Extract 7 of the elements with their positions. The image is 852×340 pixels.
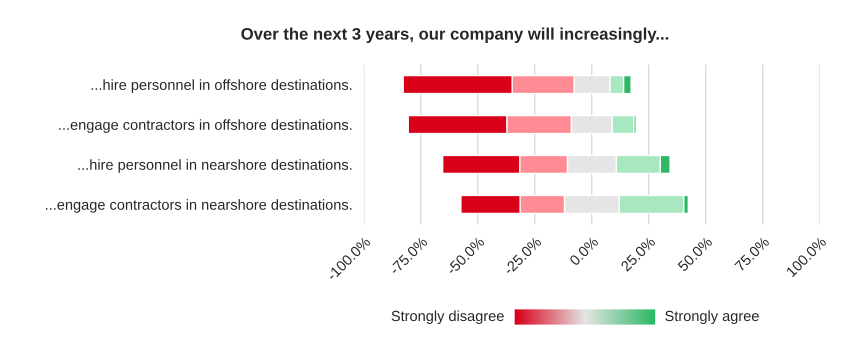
y-tick-label: ...hire personnel in offshore destinations. (92, 79, 352, 93)
y-tick-label: ...hire personnel in nearshore destinations. (78, 159, 352, 173)
y-tick-label: ...engage contractors in offshore destinations. (59, 119, 352, 133)
chart-title: Over the next 3 years, our company will increasingly... (241, 28, 668, 44)
y-tick-label: ...engage contractors in nearshore destinations. (46, 199, 352, 213)
text: Strongly disagree (392, 310, 504, 324)
text: Strongly agree (665, 310, 759, 324)
